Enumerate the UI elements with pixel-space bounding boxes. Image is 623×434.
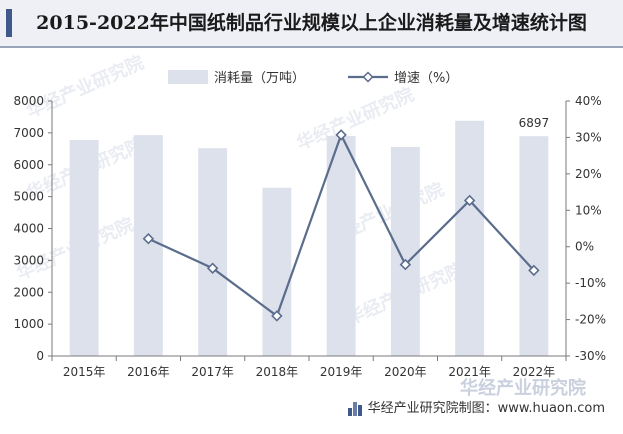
left-tick-label: 4000: [13, 222, 44, 236]
data-label: 6897: [519, 116, 550, 130]
bar: [133, 135, 163, 356]
legend-line-marker: [362, 71, 374, 83]
right-tick-label: 0%: [575, 240, 594, 254]
right-tick-label: -20%: [575, 313, 606, 327]
growth-point: [206, 262, 219, 274]
right-tick-label: -30%: [575, 349, 606, 363]
growth-point: [399, 258, 412, 271]
bar: [390, 146, 420, 356]
left-tick-label: 1000: [13, 317, 44, 331]
legend-bar-label: 消耗量（万吨）: [214, 71, 305, 86]
right-tick-label: 20%: [575, 167, 602, 181]
growth-point: [528, 264, 540, 277]
logo-icon: [347, 402, 362, 416]
bar: [519, 136, 549, 356]
bar: [69, 139, 99, 356]
title-accent: [6, 9, 12, 37]
watermark-text: 华经产业研究院: [460, 377, 586, 399]
left-tick-label: 3000: [13, 253, 44, 267]
x-tick-label: 2020年: [384, 365, 427, 379]
footer-text: 华经产业研究院制图：www.huaon.com: [367, 401, 605, 416]
x-tick-label: 2021年: [448, 365, 491, 379]
growth-point: [142, 232, 155, 245]
right-tick-label: 40%: [575, 94, 602, 108]
left-tick-label: 0: [36, 349, 44, 363]
title-bar: 2015-2022年中国纸制品行业规模以上企业消耗量及增速统计图: [0, 0, 623, 48]
growth-point: [271, 310, 283, 322]
x-tick-label: 2018年: [256, 365, 299, 379]
left-tick-label: 7000: [13, 126, 44, 140]
x-tick-label: 2015年: [63, 365, 106, 379]
right-tick-label: 30%: [575, 130, 602, 144]
left-tick-label: 8000: [13, 94, 44, 108]
left-tick-label: 6000: [13, 158, 44, 172]
right-tick-label: 10%: [575, 203, 602, 217]
x-tick-label: 2017年: [191, 365, 234, 379]
legend-bar-swatch: [168, 70, 208, 84]
growth-point: [463, 194, 476, 207]
left-tick-label: 2000: [13, 285, 44, 299]
footer-credit: 华经产业研究院制图：www.huaon.com: [347, 398, 605, 420]
bar: [326, 136, 356, 356]
left-tick-label: 5000: [13, 190, 44, 204]
x-tick-label: 2016年: [127, 365, 170, 379]
growth-point: [335, 129, 347, 141]
chart-title: 2015-2022年中国纸制品行业规模以上企业消耗量及增速统计图: [36, 12, 587, 34]
bar: [198, 148, 228, 356]
legend-line-label: 增速（%）: [394, 71, 458, 86]
bar: [262, 187, 292, 356]
x-tick-label: 2019年: [320, 365, 363, 379]
watermark-text: 华经产业研究院: [23, 51, 147, 122]
bar: [455, 120, 485, 356]
x-tick-label: 2022年: [513, 365, 556, 379]
right-tick-label: -10%: [575, 276, 606, 290]
